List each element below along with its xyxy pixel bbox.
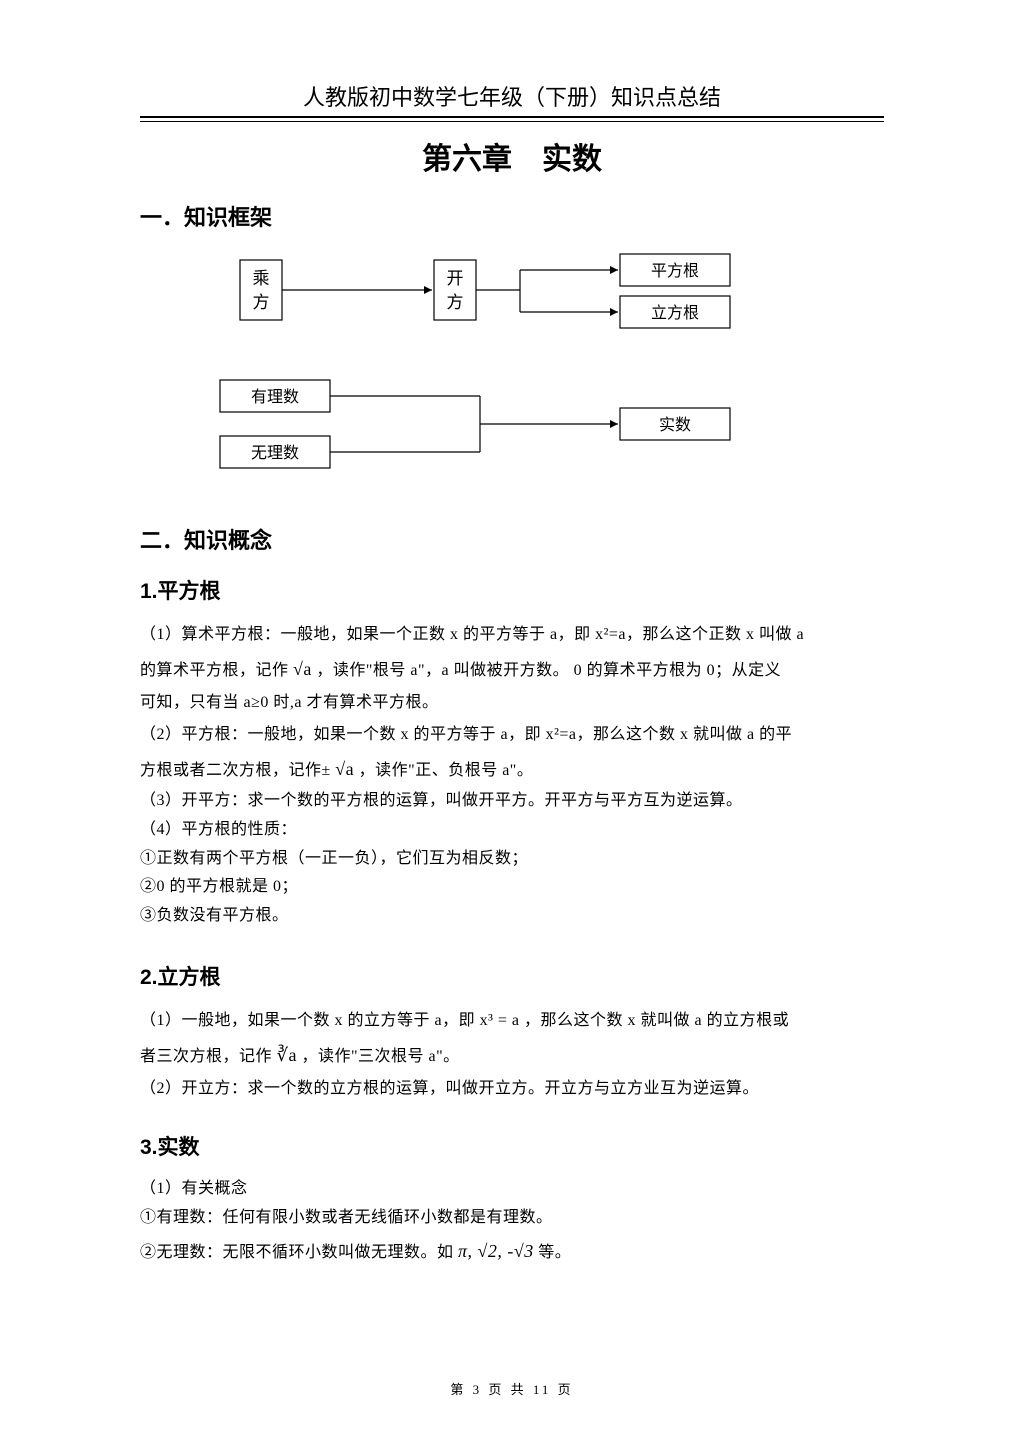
sub1-p1a: （1）算术平方根：一般地，如果一个正数 x 的平方等于 a，即 x²=a，那么这… (140, 626, 804, 643)
sub2-p1b-pre: 者三次方根，记作 (140, 1048, 277, 1065)
sub1-p4: （4）平方根的性质： (140, 821, 297, 838)
svg-text:开: 开 (447, 269, 464, 288)
sub3-block: （1）有关概念 ①有理数：任何有限小数或者无线循环小数都是有理数。 (140, 1175, 884, 1233)
sub3-p3: ②无理数：无限不循环小数叫做无理数。如 π, √2, -√3 等。 (140, 1233, 884, 1269)
svg-text:有理数: 有理数 (251, 388, 299, 406)
sub3-math: π, √2, -√3 (458, 1241, 534, 1261)
sub3-p3-post: 等。 (538, 1244, 571, 1261)
sub1-p2: （2）平方根：一般地，如果一个数 x 的平方等于 a，即 x²=a，那么这个数 … (140, 719, 884, 787)
cbrt-a: ∛a (277, 1045, 297, 1065)
sub1-p7: ③负数没有平方根。 (140, 907, 289, 924)
svg-text:实数: 实数 (659, 416, 691, 434)
page-footer: 第 3 页 共 11 页 (0, 1379, 1024, 1398)
sub2-p2: （2）开立方：求一个数的立方根的运算，叫做开立方。开立方与立方业互为逆运算。 (140, 1073, 884, 1105)
sub1-heading: 1.平方根 (140, 575, 884, 605)
diagram-svg: 乘 方 开 方 平方根 立方根 (180, 250, 820, 490)
sub1-p3: （3）开平方：求一个数的平方根的运算，叫做开平方。开平方与平方互为逆运算。 (140, 792, 743, 809)
svg-text:方: 方 (447, 293, 464, 312)
sub3-p3-pre: ②无理数：无限不循环小数叫做无理数。如 (140, 1244, 458, 1261)
sub1-p1c: 可知，只有当 a≥0 时,a 才有算术平方根。 (140, 694, 439, 711)
x-cubed: x³ = a (480, 1012, 520, 1029)
sub1-p2b-pre: 方根或者二次方根，记作± (140, 762, 331, 779)
sub2-p1a-post: ，那么这个数 x 就叫做 a 的立方根或 (524, 1012, 789, 1029)
sub1-p6: ②0 的平方根就是 0； (140, 878, 298, 895)
svg-text:立方根: 立方根 (651, 304, 699, 322)
sub1-p2a: （2）平方根：一般地，如果一个数 x 的平方等于 a，即 x²=a，那么这个数 … (140, 726, 792, 743)
sub3-heading: 3.实数 (140, 1131, 884, 1161)
chapter-title: 第六章 实数 (140, 134, 884, 178)
svg-text:无理数: 无理数 (251, 444, 299, 462)
sub1-p1b-mid: ，读作"根号 a"，a 叫做被开方数。 (316, 662, 569, 679)
sub1-rest: （3）开平方：求一个数的平方根的运算，叫做开平方。开平方与平方互为逆运算。 （4… (140, 787, 884, 931)
sub1-p1b-bold: 0 的算术平方根为 0；从定义 (574, 662, 782, 679)
sub2-p1b-post: ，读作"三次根号 a"。 (301, 1048, 459, 1065)
svg-text:方: 方 (253, 293, 270, 312)
sub1-p1b-pre: 的算术平方根，记作 (140, 662, 289, 679)
sqrt-a-2: √a (335, 759, 354, 779)
section-1-heading: 一．知识框架 (140, 200, 884, 232)
knowledge-diagram: 乘 方 开 方 平方根 立方根 (180, 250, 884, 495)
header-title: 人教版初中数学七年级（下册）知识点总结 (140, 80, 884, 112)
svg-text:乘: 乘 (253, 269, 270, 288)
sub3-p1: （1）有关概念 (140, 1180, 248, 1197)
sub1-p1: （1）算术平方根：一般地，如果一个正数 x 的平方等于 a，即 x²=a，那么这… (140, 619, 884, 719)
svg-text:平方根: 平方根 (651, 262, 699, 280)
sub3-p2: ①有理数：任何有限小数或者无线循环小数都是有理数。 (140, 1209, 553, 1226)
document-page: 人教版初中数学七年级（下册）知识点总结 第六章 实数 一．知识框架 乘 方 开 … (0, 0, 1024, 1448)
sub2-p1: （1）一般地，如果一个数 x 的立方等于 a，即 x³ = a ，那么这个数 x… (140, 1005, 884, 1073)
header-rule (140, 116, 884, 122)
sqrt-a-1: √a (293, 659, 312, 679)
sub1-p2b-post: ，读作"正、负根号 a"。 (359, 762, 534, 779)
sub2-heading: 2.立方根 (140, 961, 884, 991)
sub2-p1a: （1）一般地，如果一个数 x 的立方等于 a，即 (140, 1012, 480, 1029)
sub1-p5: ①正数有两个平方根（一正一负），它们互为相反数； (140, 850, 528, 867)
section-2-heading: 二．知识概念 (140, 523, 884, 555)
